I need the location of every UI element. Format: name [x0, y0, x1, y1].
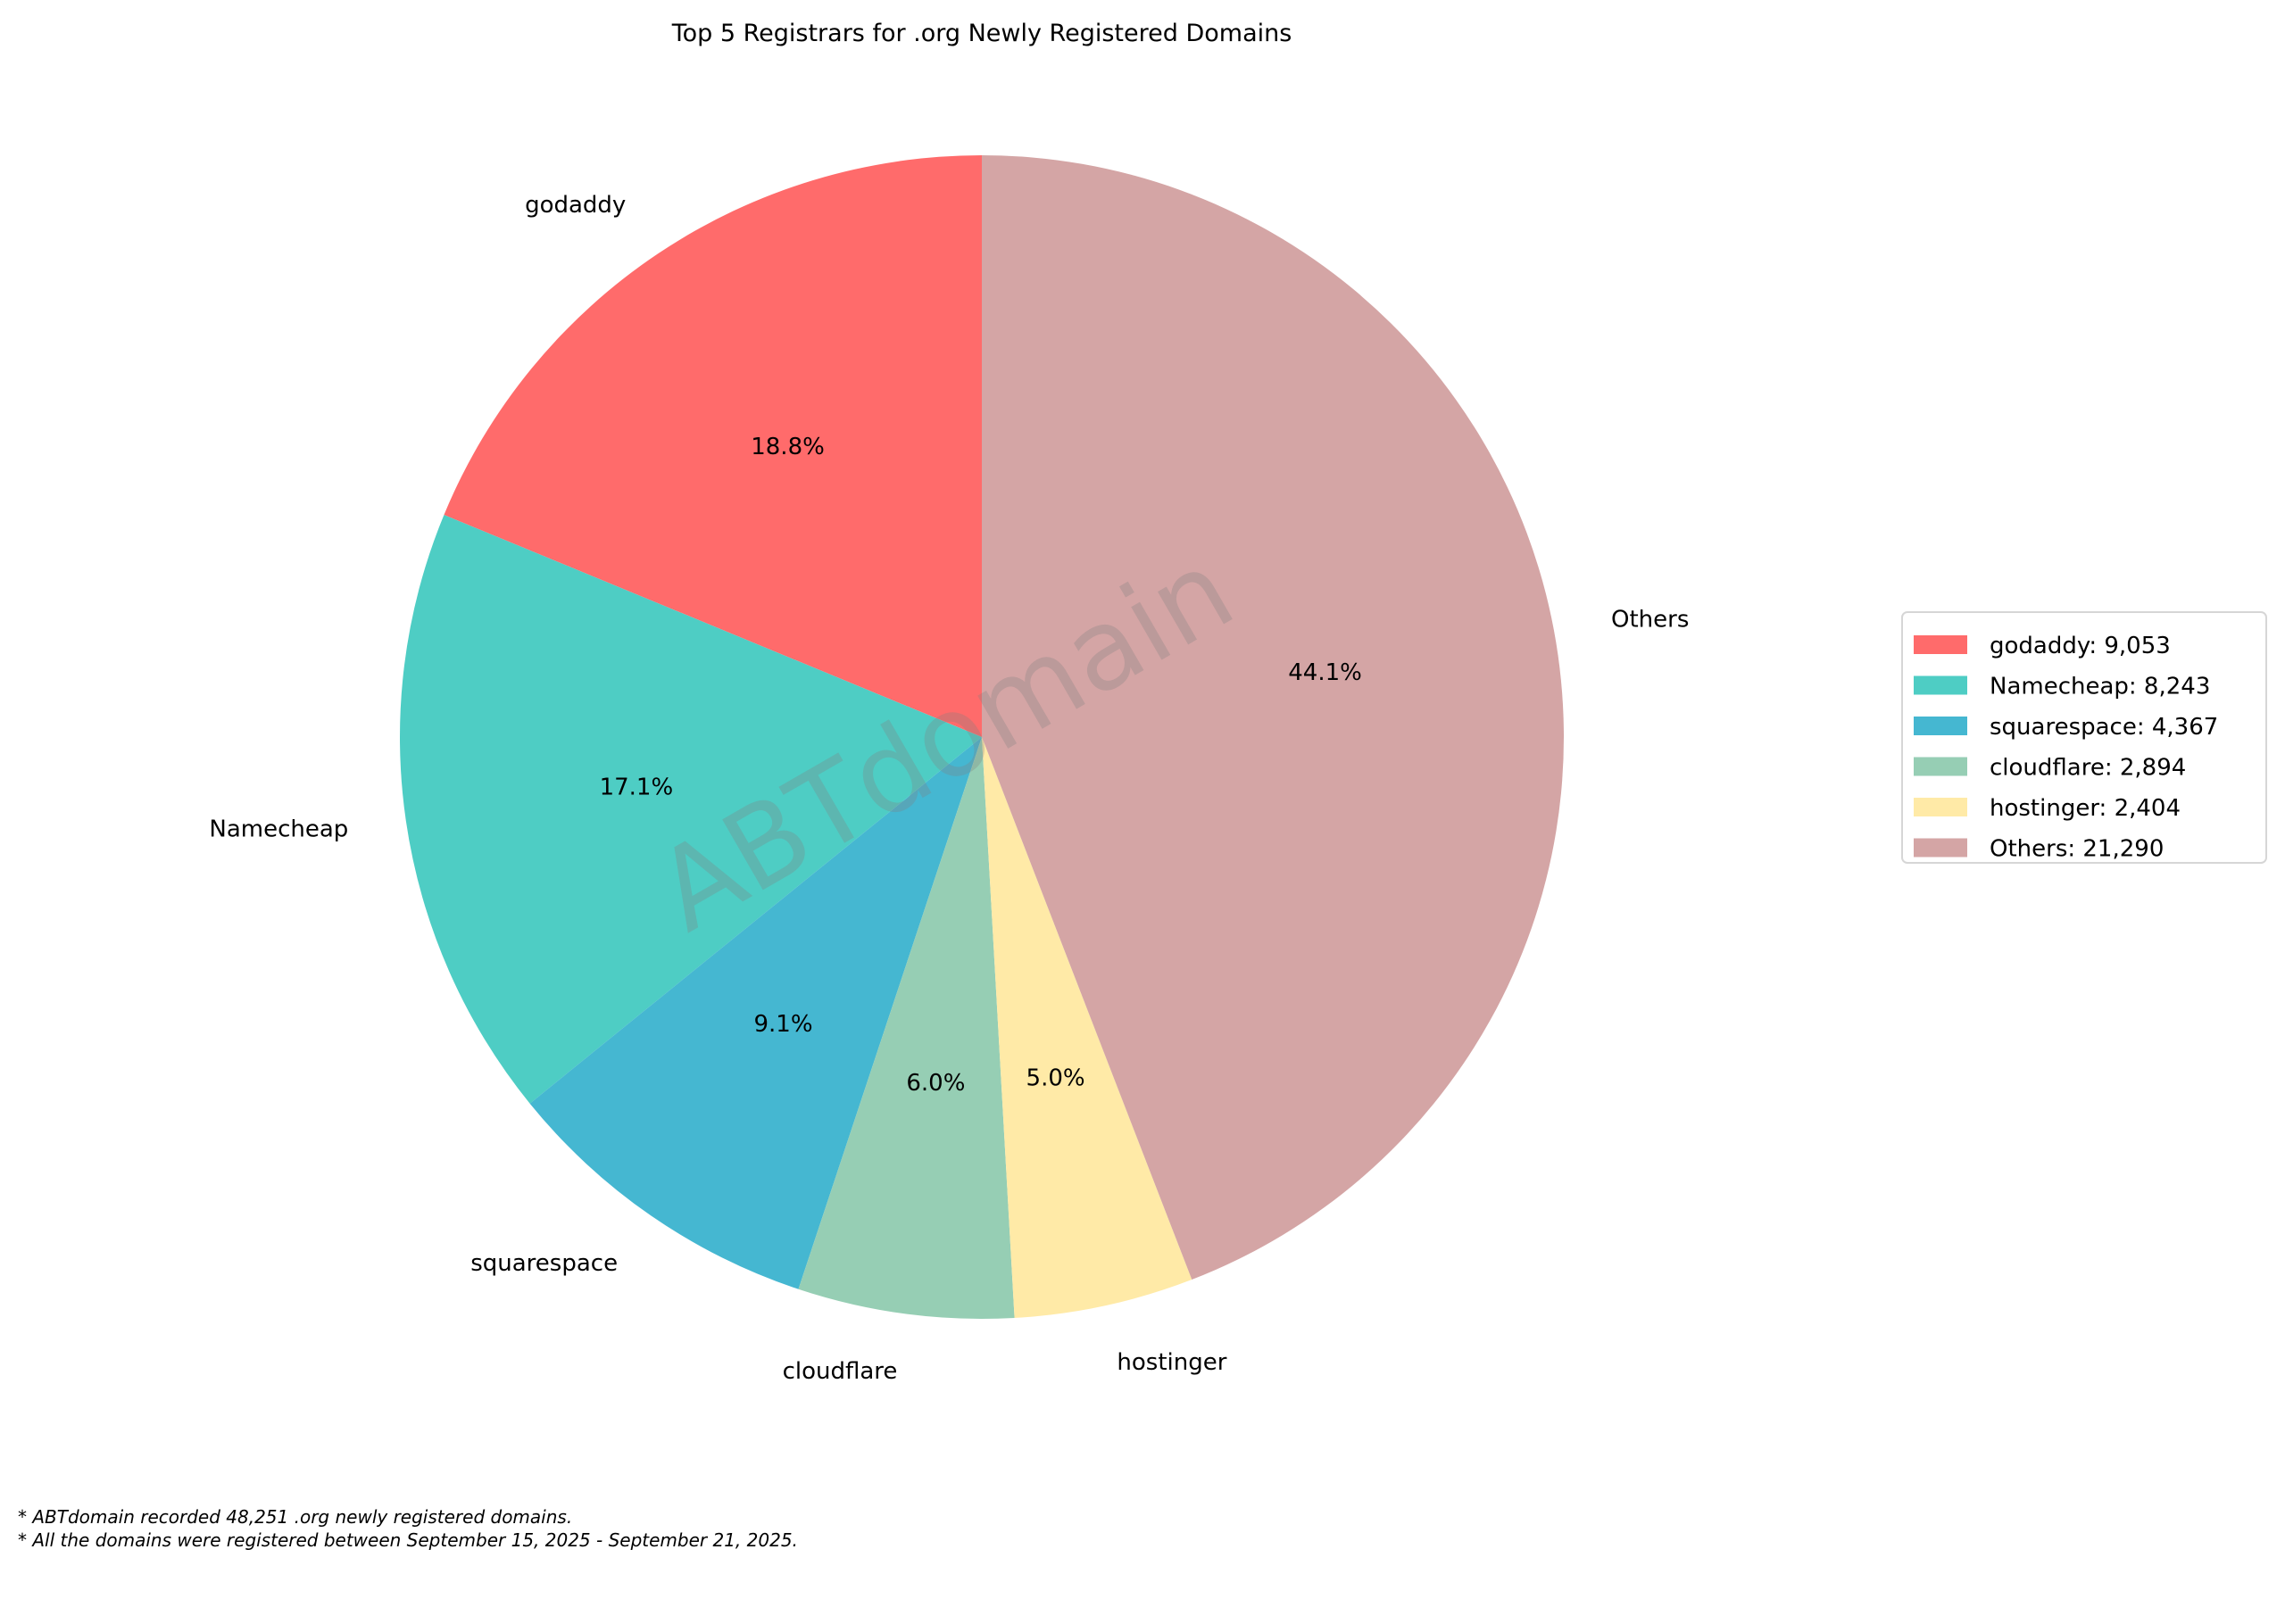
legend-entry-others: Others: 21,290 [1990, 836, 2164, 863]
pct-label-namecheap: 17.1% [600, 774, 674, 800]
legend-swatch-hostinger [1914, 798, 1967, 816]
legend: godaddy: 9,053 Namecheap: 8,243 squarespac… [1901, 611, 2267, 864]
footnote-1: * ABTdomain recorded 48,251 .org newly r… [18, 1506, 573, 1528]
slice-label-hostinger: hostinger [1117, 1349, 1226, 1376]
slice-label-squarespace: squarespace [470, 1250, 618, 1277]
chart-title: Top 5 Registrars for .org Newly Register… [671, 20, 1292, 47]
pie-slice-namecheap [399, 514, 982, 1104]
pie-slice-hostinger [982, 737, 1192, 1318]
pie-slice-godaddy [444, 155, 982, 737]
pie-slice-others [982, 155, 1564, 1280]
legend-swatch-squarespace [1914, 717, 1967, 735]
legend-entry-cloudflare: cloudflare: 2,894 [1990, 755, 2186, 782]
pie-slices [399, 155, 1564, 1319]
legend-swatch-namecheap [1914, 675, 1967, 695]
slice-label-godaddy: godaddy [525, 192, 626, 219]
pct-label-hostinger: 5.0% [1026, 1065, 1085, 1091]
legend-entry-godaddy: godaddy: 9,053 [1990, 633, 2171, 659]
legend-swatch-godaddy [1914, 635, 1967, 654]
pie-slice-cloudflare [798, 737, 1015, 1319]
slice-label-namecheap: Namecheap [209, 816, 348, 842]
pie-labels: 18.8% godaddy 17.1% Namecheap 9.1% squarespac… [209, 192, 1689, 1385]
legend-entry-squarespace: squarespace: 4,367 [1990, 714, 2218, 741]
footnote-2: * All the domains were registered betwee… [18, 1529, 798, 1551]
legend-frame [1901, 611, 2267, 864]
legend-entry-hostinger: hostinger: 2,404 [1990, 795, 2181, 822]
legend-swatch-cloudflare [1914, 757, 1967, 776]
slice-label-others: Others [1611, 606, 1689, 633]
pct-label-others: 44.1% [1288, 659, 1362, 686]
pie-slice-squarespace [529, 737, 982, 1289]
pct-label-godaddy: 18.8% [751, 434, 825, 460]
slice-label-cloudflare: cloudflare [783, 1358, 898, 1385]
pct-label-cloudflare: 6.0% [906, 1070, 965, 1097]
legend-entry-namecheap: Namecheap: 8,243 [1990, 674, 2210, 700]
pct-label-squarespace: 9.1% [753, 1011, 812, 1038]
legend-swatch-others [1914, 838, 1967, 858]
